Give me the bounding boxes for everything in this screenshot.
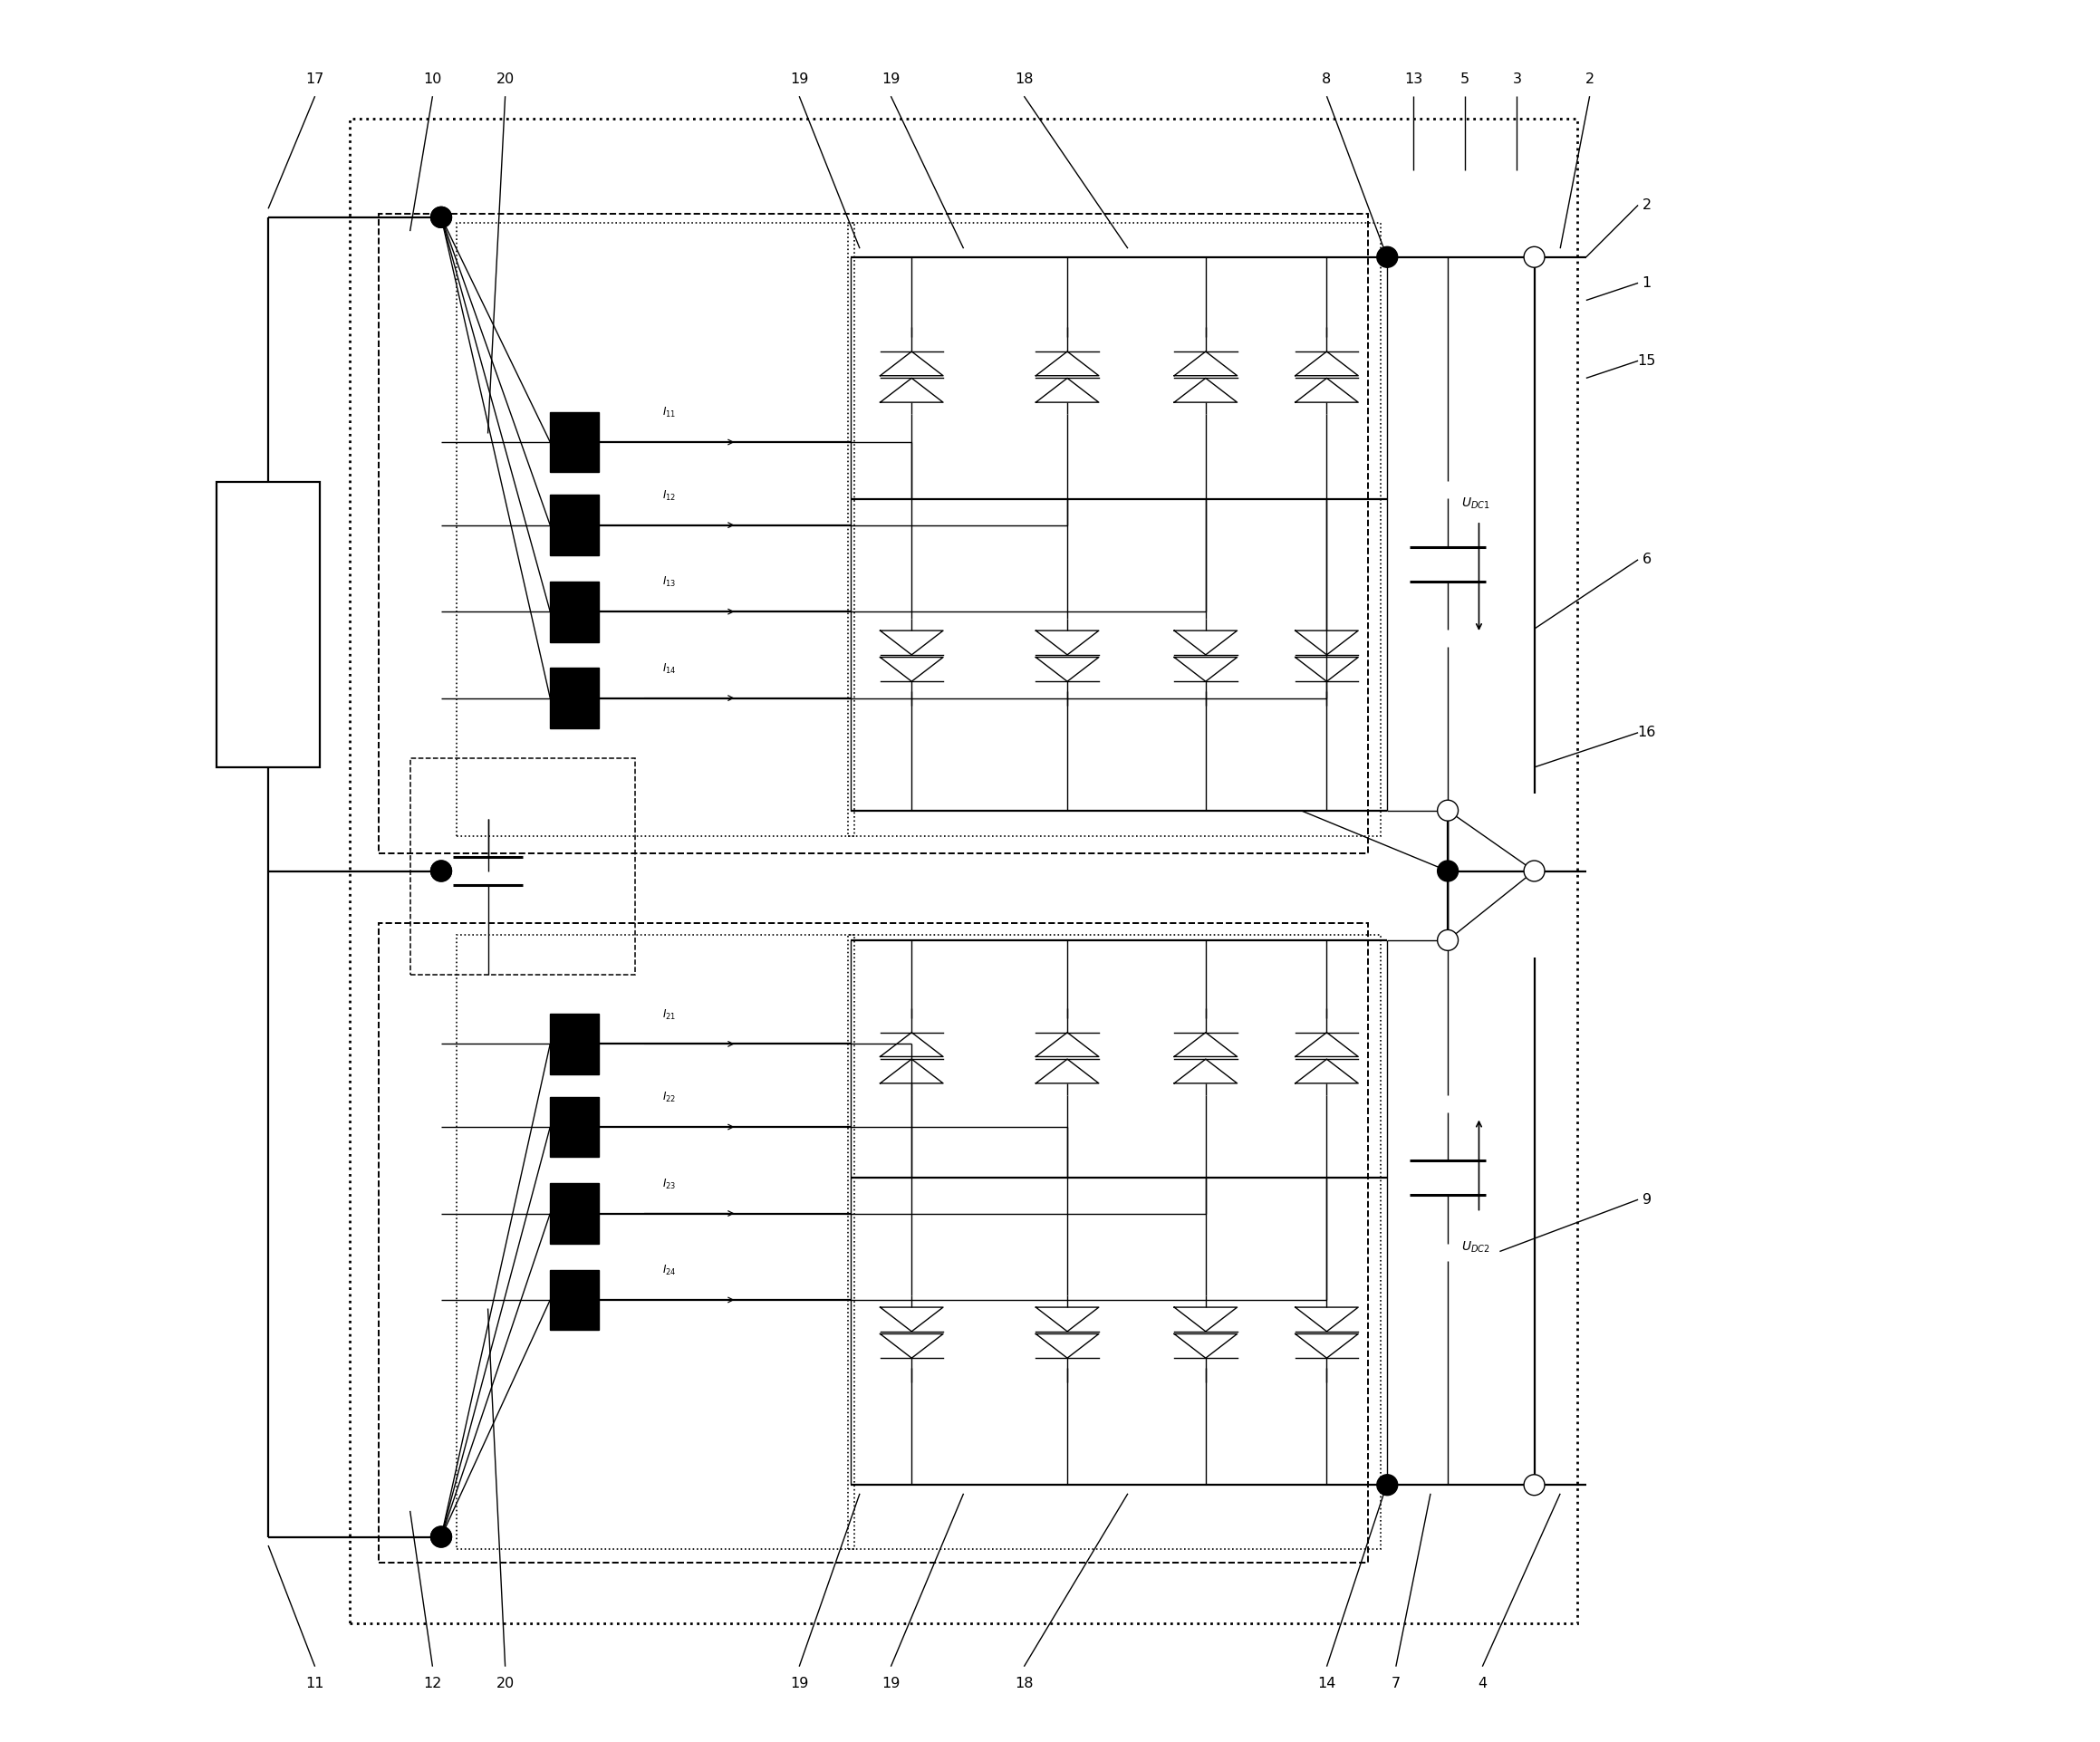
Circle shape bbox=[1436, 800, 1457, 820]
Text: 16: 16 bbox=[1638, 726, 1657, 739]
Circle shape bbox=[430, 861, 452, 881]
Text: 13: 13 bbox=[1405, 71, 1422, 85]
Text: $I_{14}$: $I_{14}$ bbox=[664, 662, 676, 676]
Bar bbox=[349, 118, 1577, 1624]
Text: 14: 14 bbox=[1317, 1678, 1336, 1691]
Bar bbox=[550, 667, 598, 728]
Bar bbox=[550, 1183, 598, 1244]
Bar bbox=[216, 483, 319, 766]
Text: 2: 2 bbox=[1585, 71, 1594, 85]
Bar bbox=[550, 1014, 598, 1075]
Text: 15: 15 bbox=[1638, 354, 1657, 368]
Text: 19: 19 bbox=[882, 71, 901, 85]
Text: $U_{DC2}$: $U_{DC2}$ bbox=[1462, 1240, 1491, 1254]
Text: 10: 10 bbox=[424, 71, 441, 85]
Text: 17: 17 bbox=[307, 71, 323, 85]
Circle shape bbox=[430, 207, 452, 228]
Text: 20: 20 bbox=[496, 71, 514, 85]
Text: 7: 7 bbox=[1392, 1678, 1401, 1691]
Bar bbox=[458, 935, 855, 1549]
Text: 19: 19 bbox=[790, 1678, 808, 1691]
Text: $I_{23}$: $I_{23}$ bbox=[664, 1178, 676, 1192]
Text: 20: 20 bbox=[496, 1678, 514, 1691]
Text: 4: 4 bbox=[1478, 1678, 1487, 1691]
Circle shape bbox=[430, 207, 452, 228]
Text: $U_{DC1}$: $U_{DC1}$ bbox=[1462, 496, 1491, 510]
Text: 8: 8 bbox=[1323, 71, 1331, 85]
Bar bbox=[550, 1270, 598, 1331]
Circle shape bbox=[1525, 247, 1546, 268]
Text: 3: 3 bbox=[1512, 71, 1522, 85]
Text: 1: 1 bbox=[1642, 277, 1651, 289]
Text: 19: 19 bbox=[882, 1678, 901, 1691]
Circle shape bbox=[430, 861, 452, 881]
Text: 5: 5 bbox=[1460, 71, 1470, 85]
Circle shape bbox=[1436, 861, 1457, 881]
Text: 18: 18 bbox=[1014, 1678, 1033, 1691]
Text: 12: 12 bbox=[424, 1678, 441, 1691]
Text: $I_{22}$: $I_{22}$ bbox=[664, 1090, 676, 1104]
Text: 9: 9 bbox=[1642, 1193, 1651, 1207]
Text: $I_{12}$: $I_{12}$ bbox=[664, 490, 676, 503]
Circle shape bbox=[1525, 861, 1546, 881]
Bar bbox=[410, 758, 634, 976]
Bar bbox=[550, 582, 598, 641]
Text: $I_{11}$: $I_{11}$ bbox=[664, 406, 676, 420]
Bar bbox=[848, 935, 1380, 1549]
Text: 6: 6 bbox=[1642, 552, 1651, 566]
Circle shape bbox=[430, 1526, 452, 1547]
Bar bbox=[378, 214, 1369, 854]
Text: 19: 19 bbox=[790, 71, 808, 85]
Bar bbox=[550, 1097, 598, 1157]
Text: 2: 2 bbox=[1642, 199, 1651, 213]
Circle shape bbox=[1378, 247, 1399, 268]
Circle shape bbox=[1436, 930, 1457, 951]
Text: $I_{21}$: $I_{21}$ bbox=[664, 1009, 676, 1021]
Circle shape bbox=[1378, 1474, 1399, 1495]
Text: $I_{13}$: $I_{13}$ bbox=[664, 575, 676, 589]
Bar bbox=[458, 223, 855, 836]
Bar bbox=[550, 411, 598, 472]
Bar bbox=[848, 223, 1380, 836]
Text: 18: 18 bbox=[1014, 71, 1033, 85]
Text: 11: 11 bbox=[307, 1678, 323, 1691]
Text: $I_{24}$: $I_{24}$ bbox=[664, 1263, 676, 1277]
Bar bbox=[378, 923, 1369, 1563]
Bar bbox=[550, 495, 598, 556]
Circle shape bbox=[430, 1526, 452, 1547]
Circle shape bbox=[1525, 1474, 1546, 1495]
